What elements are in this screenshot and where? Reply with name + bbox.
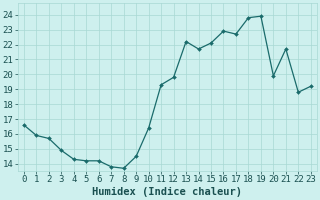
- X-axis label: Humidex (Indice chaleur): Humidex (Indice chaleur): [92, 187, 242, 197]
